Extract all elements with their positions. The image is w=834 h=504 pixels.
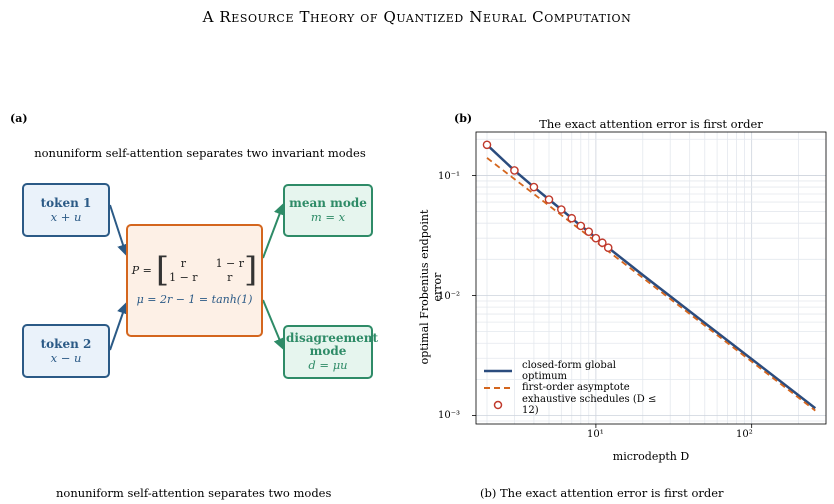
token1-expr: x + u (50, 209, 82, 224)
data-point (603, 243, 613, 253)
legend-label: first-order asymptote (522, 382, 630, 393)
panel-a-arrows (109, 202, 286, 351)
plot-frame (475, 131, 827, 425)
mean-mode-box: mean mode m = x (283, 184, 373, 237)
data-point (482, 140, 492, 150)
legend-entry: exhaustive schedules (D ≤ 12) (482, 393, 664, 416)
matrix-cell: 1 − r (215, 256, 245, 270)
mean-mode-title: mean mode (289, 196, 367, 210)
data-point (576, 221, 586, 231)
page-header: A Resource Theory of Quantized Neural Co… (202, 8, 632, 26)
legend-label: closed-form global optimum (522, 359, 616, 382)
disagreement-mode-box: disagreement mode d = μu (283, 325, 379, 379)
mean-mode-expr: m = x (310, 210, 346, 224)
legend-entry: closed-form global optimum (482, 359, 664, 382)
caption-left: nonuniform self-attention separates two … (56, 486, 332, 500)
y-axis-label: optimal Frobenius endpoint error (418, 209, 444, 365)
data-point (544, 195, 554, 204)
y-tick-label: 10⁻² (438, 291, 461, 302)
token1-box: token 1 x + u (22, 183, 110, 237)
token2-expr: x − u (50, 350, 82, 365)
arrow-token1-to-p (109, 204, 129, 257)
disagreement-mode-title: disagreement mode (286, 331, 379, 358)
arrow-token2-to-p (109, 301, 129, 351)
matrix-cell: 1 − r (169, 270, 198, 284)
attention-matrix: P = [ r 1 − r 1 − r r ] (131, 250, 258, 290)
data-point (567, 213, 577, 223)
chart-legend: closed-form global optimum first-order a… (482, 359, 664, 416)
legend-label: exhaustive schedules (D ≤ 12) (522, 393, 657, 416)
y-tick-label: 10⁻³ (438, 410, 461, 421)
x-tick-label: 10¹ (587, 429, 604, 440)
y-tick-label: 10⁻¹ (438, 171, 461, 182)
token1-title: token 1 (40, 195, 92, 210)
matrix-cell: r (180, 256, 186, 270)
token2-title: token 2 (40, 336, 92, 351)
arrow-p-to-mean (262, 202, 286, 259)
x-tick-label: 10² (736, 429, 753, 440)
matrix-lhs: P = (131, 263, 152, 277)
panel-b-label: (b) (454, 112, 473, 125)
asymptote-line (486, 157, 816, 412)
data-point (557, 205, 566, 214)
disagreement-mode-expr: d = μu (308, 358, 348, 372)
data-point (510, 166, 519, 175)
x-axis-label: microdepth D (612, 450, 690, 463)
chart-title: The exact attention error is first order (539, 117, 763, 131)
arrow-p-to-disagreement (262, 299, 285, 351)
legend-entry: first-order asymptote (482, 379, 664, 396)
attention-matrix-box: P = [ r 1 − r 1 − r r ] μ = 2r − 1 = tan… (126, 224, 263, 337)
panel-a-title: nonuniform self-attention separates two … (34, 146, 366, 160)
panel-a-label: (a) (10, 112, 28, 125)
data-point (529, 182, 539, 192)
data-point (584, 227, 594, 236)
token2-box: token 2 x − u (22, 324, 110, 378)
matrix-cell: r (227, 270, 233, 284)
mu-equation: μ = 2r − 1 = tanh(1) (136, 293, 253, 306)
data-point (598, 238, 607, 248)
data-point (591, 233, 601, 243)
caption-right: (b) The exact attention error is first o… (480, 486, 724, 500)
